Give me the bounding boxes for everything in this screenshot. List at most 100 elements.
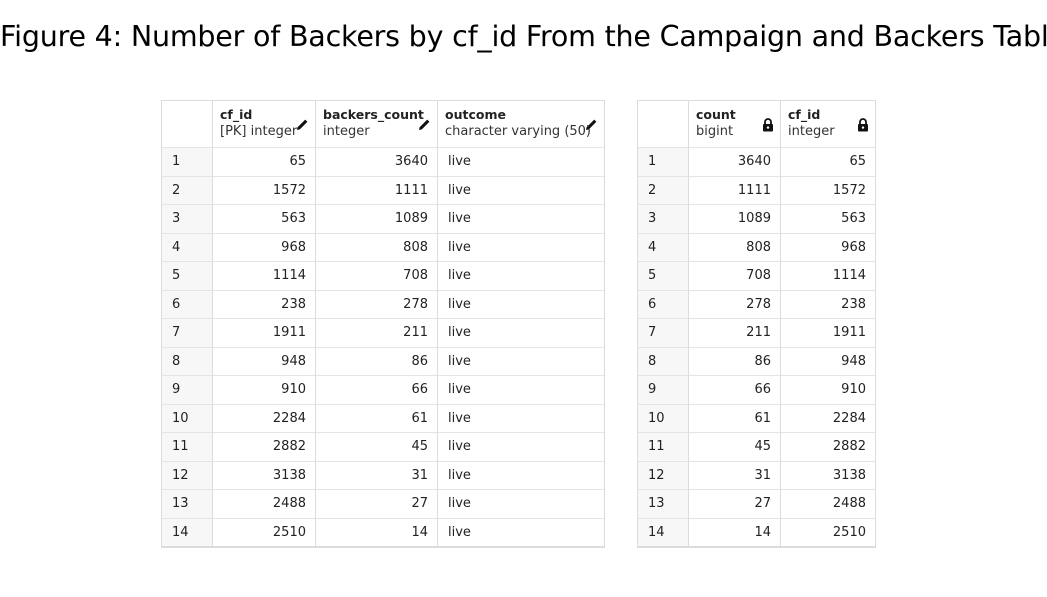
table-row[interactable]: 5 1114 708 live [161,261,605,290]
cell-count[interactable]: 27 [688,489,781,518]
cell-backers-count[interactable]: 45 [315,432,438,461]
table-row[interactable]: 4 968 808 live [161,232,605,262]
pencil-icon[interactable] [585,118,598,131]
table-row[interactable]: 8 948 86 live [161,346,605,376]
row-number[interactable]: 14 [161,517,213,548]
cell-backers-count[interactable]: 61 [315,403,438,433]
cell-count[interactable]: 708 [688,261,781,290]
row-number[interactable]: 12 [161,460,213,490]
table-row[interactable]: 14 2510 14 live [161,517,605,548]
table-row[interactable]: 9 910 66 live [161,375,605,404]
row-number[interactable]: 4 [637,232,689,262]
cell-cf-id[interactable]: 1572 [212,175,316,205]
table-row[interactable]: 5 708 1114 [637,261,876,290]
row-number[interactable]: 5 [161,261,213,290]
row-number[interactable]: 2 [161,175,213,205]
column-header-cf-id[interactable]: cf_id [PK] integer [212,100,316,148]
cell-count[interactable]: 45 [688,432,781,461]
table-row[interactable]: 10 2284 61 live [161,403,605,433]
row-number[interactable]: 6 [161,289,213,319]
cell-cf-id[interactable]: 968 [780,232,876,262]
row-number[interactable]: 8 [161,346,213,376]
cell-cf-id[interactable]: 238 [780,289,876,319]
cell-count[interactable]: 61 [688,403,781,433]
cell-outcome[interactable]: live [437,232,605,262]
cell-outcome[interactable]: live [437,346,605,376]
cell-cf-id[interactable]: 65 [780,147,876,176]
table-row[interactable]: 8 86 948 [637,346,876,376]
cell-outcome[interactable]: live [437,204,605,233]
cell-cf-id[interactable]: 3138 [212,460,316,490]
row-number[interactable]: 3 [637,204,689,233]
column-header-cf-id[interactable]: cf_id integer [780,100,876,148]
table-row[interactable]: 4 808 968 [637,232,876,262]
row-number[interactable]: 10 [637,403,689,433]
table-row[interactable]: 12 3138 31 live [161,460,605,490]
table-row[interactable]: 13 2488 27 live [161,489,605,518]
cell-outcome[interactable]: live [437,403,605,433]
table-row[interactable]: 2 1572 1111 live [161,175,605,205]
table-row[interactable]: 3 1089 563 [637,204,876,233]
cell-outcome[interactable]: live [437,517,605,548]
cell-backers-count[interactable]: 278 [315,289,438,319]
cell-backers-count[interactable]: 1111 [315,175,438,205]
cell-backers-count[interactable]: 708 [315,261,438,290]
cell-backers-count[interactable]: 808 [315,232,438,262]
row-number[interactable]: 10 [161,403,213,433]
cell-cf-id[interactable]: 563 [212,204,316,233]
cell-count[interactable]: 1089 [688,204,781,233]
cell-backers-count[interactable]: 1089 [315,204,438,233]
row-number[interactable]: 14 [637,517,689,548]
row-number[interactable]: 12 [637,460,689,490]
table-row[interactable]: 13 27 2488 [637,489,876,518]
row-number[interactable]: 9 [637,375,689,404]
cell-backers-count[interactable]: 14 [315,517,438,548]
cell-outcome[interactable]: live [437,289,605,319]
cell-count[interactable]: 14 [688,517,781,548]
row-number[interactable]: 13 [637,489,689,518]
cell-outcome[interactable]: live [437,432,605,461]
cell-backers-count[interactable]: 3640 [315,147,438,176]
table-row[interactable]: 1 65 3640 live [161,147,605,176]
cell-backers-count[interactable]: 31 [315,460,438,490]
table-row[interactable]: 9 66 910 [637,375,876,404]
cell-count[interactable]: 66 [688,375,781,404]
cell-count[interactable]: 808 [688,232,781,262]
row-number[interactable]: 8 [637,346,689,376]
row-number[interactable]: 5 [637,261,689,290]
row-number[interactable]: 7 [637,318,689,347]
cell-cf-id[interactable]: 2488 [212,489,316,518]
row-number[interactable]: 3 [161,204,213,233]
cell-count[interactable]: 3640 [688,147,781,176]
row-number[interactable]: 2 [637,175,689,205]
cell-cf-id[interactable]: 563 [780,204,876,233]
cell-cf-id[interactable]: 2510 [212,517,316,548]
row-number[interactable]: 11 [637,432,689,461]
cell-cf-id[interactable]: 238 [212,289,316,319]
cell-backers-count[interactable]: 211 [315,318,438,347]
cell-cf-id[interactable]: 2882 [780,432,876,461]
cell-outcome[interactable]: live [437,489,605,518]
row-number[interactable]: 7 [161,318,213,347]
cell-backers-count[interactable]: 27 [315,489,438,518]
table-row[interactable]: 11 2882 45 live [161,432,605,461]
cell-cf-id[interactable]: 968 [212,232,316,262]
cell-cf-id[interactable]: 2284 [212,403,316,433]
cell-outcome[interactable]: live [437,175,605,205]
table-row[interactable]: 1 3640 65 [637,147,876,176]
cell-backers-count[interactable]: 86 [315,346,438,376]
row-number[interactable]: 6 [637,289,689,319]
row-number[interactable]: 13 [161,489,213,518]
cell-cf-id[interactable]: 1114 [780,261,876,290]
table-row[interactable]: 14 14 2510 [637,517,876,548]
cell-cf-id[interactable]: 2882 [212,432,316,461]
cell-cf-id[interactable]: 65 [212,147,316,176]
column-header-backers-count[interactable]: backers_count integer [315,100,438,148]
cell-outcome[interactable]: live [437,318,605,347]
cell-cf-id[interactable]: 1911 [212,318,316,347]
cell-count[interactable]: 211 [688,318,781,347]
table-row[interactable]: 6 278 238 [637,289,876,319]
table-row[interactable]: 10 61 2284 [637,403,876,433]
row-number[interactable]: 1 [637,147,689,176]
table-row[interactable]: 12 31 3138 [637,460,876,490]
